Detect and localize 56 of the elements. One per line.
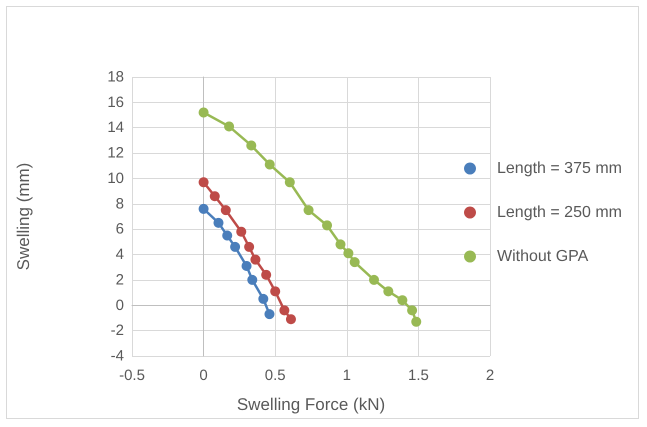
y-tick-label: 12 [107,144,124,162]
x-tick-label: 2 [486,367,494,384]
point [411,316,422,327]
point [350,257,360,268]
point [279,305,290,316]
point [264,309,274,320]
point [369,274,380,285]
point [286,314,296,324]
x-tick-label: 0 [199,367,208,384]
point [247,274,258,285]
y-tick-label: 6 [116,220,124,238]
point [198,204,209,214]
y-tick-label: 0 [116,296,124,314]
point [284,177,295,188]
point [210,191,220,202]
point [264,160,275,170]
legend-label: Length = 375 mm [497,160,622,177]
point [246,140,256,150]
point [397,295,408,306]
y-tick-label: 10 [107,170,124,187]
point [343,248,354,258]
y-tick-label: 8 [116,195,124,212]
y-tick-label: 16 [107,94,124,111]
x-tick-label: 1.5 [408,367,429,384]
point [250,254,260,265]
x-tick-label: 1 [342,367,351,384]
x-tick-label: 0.5 [264,367,286,384]
x-tick-label: -0.5 [119,367,145,384]
point [261,270,272,280]
y-tick-label: -2 [110,322,124,340]
point [198,108,209,118]
point [242,260,252,271]
y-tick-label: 14 [107,119,124,136]
point [222,230,232,241]
point [198,177,209,188]
y-tick-label: 2 [116,271,124,288]
point [322,220,332,230]
legend-label: Without GPA [497,248,589,265]
point [258,294,268,304]
point [407,305,418,316]
y-tick-label: -4 [110,348,124,364]
point [214,218,224,228]
legend-label: Length = 250 mm [497,204,622,221]
y-tick-label: 4 [116,246,124,264]
point [236,226,246,237]
point [220,205,231,216]
point [230,242,240,252]
point [383,286,394,296]
point [270,286,280,296]
y-axis-title: Swelling (mm) [14,162,33,270]
point [244,242,254,252]
point [304,205,314,216]
x-axis-title: Swelling Force (kN) [236,395,386,414]
point [336,239,346,250]
y-tick-label: 18 [107,68,124,86]
point [224,121,234,132]
